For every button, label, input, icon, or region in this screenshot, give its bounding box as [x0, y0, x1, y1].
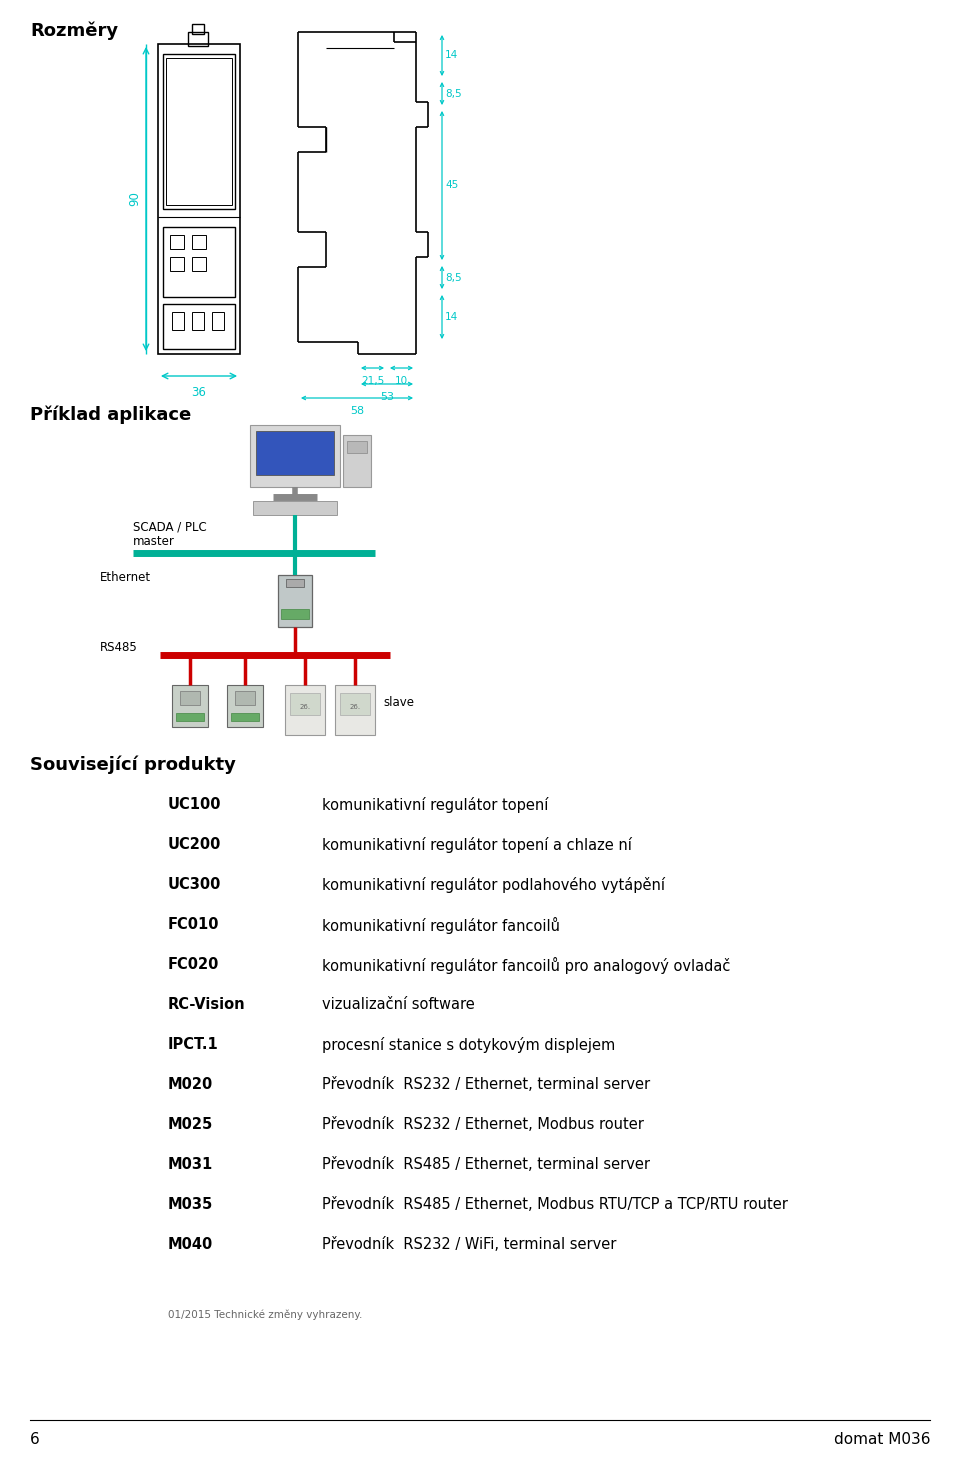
Text: 58: 58 — [350, 407, 364, 415]
Bar — [347, 440, 367, 454]
Text: 90: 90 — [128, 191, 141, 207]
Bar — [227, 686, 263, 727]
Bar — [192, 235, 206, 250]
Text: 14: 14 — [445, 50, 458, 60]
Text: Převodník  RS485 / Ethernet, Modbus RTU/TCP a TCP/RTU router: Převodník RS485 / Ethernet, Modbus RTU/T… — [322, 1196, 788, 1213]
Bar — [170, 257, 184, 272]
Text: Převodník  RS232 / Ethernet, Modbus router: Převodník RS232 / Ethernet, Modbus route… — [322, 1117, 644, 1132]
Text: vizualizační software: vizualizační software — [322, 997, 475, 1011]
Bar — [278, 575, 312, 627]
Text: Související produkty: Související produkty — [30, 755, 236, 774]
Text: 53: 53 — [380, 392, 394, 402]
Bar — [158, 44, 240, 354]
Bar — [163, 228, 235, 297]
Bar — [335, 686, 375, 735]
Text: 8,5: 8,5 — [445, 88, 462, 98]
Text: procesní stanice s dotykovým displejem: procesní stanice s dotykovým displejem — [322, 1036, 615, 1053]
Bar — [340, 693, 370, 715]
Text: master: master — [133, 534, 175, 548]
Bar — [253, 501, 337, 515]
Text: 36: 36 — [192, 386, 206, 399]
Text: 14: 14 — [445, 313, 458, 321]
Text: 45: 45 — [445, 181, 458, 191]
Text: Rozměry: Rozměry — [30, 22, 118, 41]
Text: M025: M025 — [168, 1117, 213, 1132]
Text: M035: M035 — [168, 1196, 213, 1213]
Text: Ethernet: Ethernet — [100, 571, 151, 584]
Bar — [172, 686, 208, 727]
Text: komunikativní regulátor podlahového vytápění: komunikativní regulátor podlahového vytá… — [322, 876, 665, 893]
Text: RS485: RS485 — [100, 642, 137, 655]
Bar — [285, 686, 325, 735]
Text: 26.: 26. — [349, 705, 361, 711]
Text: UC200: UC200 — [168, 837, 222, 851]
Bar — [235, 691, 255, 705]
Bar — [172, 313, 184, 330]
Text: Příklad aplikace: Příklad aplikace — [30, 405, 191, 423]
Text: IPCT.1: IPCT.1 — [168, 1036, 219, 1053]
Text: domat M036: domat M036 — [833, 1431, 930, 1447]
Bar — [192, 257, 206, 272]
Text: UC100: UC100 — [168, 797, 222, 812]
Text: 01/2015 Technické změny vyhrazeny.: 01/2015 Technické změny vyhrazeny. — [168, 1309, 362, 1320]
Text: SCADA / PLC: SCADA / PLC — [133, 521, 206, 534]
Bar — [170, 235, 184, 250]
Bar — [188, 32, 208, 46]
Bar — [343, 435, 371, 487]
Bar — [290, 693, 320, 715]
Text: Převodník  RS232 / Ethernet, terminal server: Převodník RS232 / Ethernet, terminal ser… — [322, 1078, 650, 1092]
Bar — [212, 313, 224, 330]
Text: UC300: UC300 — [168, 876, 222, 893]
Text: M040: M040 — [168, 1238, 213, 1252]
Text: M020: M020 — [168, 1078, 213, 1092]
Text: Převodník  RS232 / WiFi, terminal server: Převodník RS232 / WiFi, terminal server — [322, 1238, 616, 1252]
Bar — [250, 426, 340, 487]
Text: komunikativní regulátor topení a chlaze ní: komunikativní regulátor topení a chlaze … — [322, 837, 632, 853]
Text: 8,5: 8,5 — [445, 273, 462, 282]
Bar — [163, 304, 235, 349]
Text: Převodník  RS485 / Ethernet, terminal server: Převodník RS485 / Ethernet, terminal ser… — [322, 1157, 650, 1171]
Text: RC-Vision: RC-Vision — [168, 997, 246, 1011]
Text: 26.: 26. — [300, 705, 311, 711]
Bar — [192, 313, 204, 330]
Text: 6: 6 — [30, 1431, 39, 1447]
Text: 21,5: 21,5 — [361, 376, 384, 386]
Text: M031: M031 — [168, 1157, 213, 1171]
Bar — [192, 23, 204, 34]
Bar — [163, 54, 235, 208]
Text: 10: 10 — [395, 376, 408, 386]
Text: FC010: FC010 — [168, 918, 220, 932]
Text: komunikativní regulátor fancoilů: komunikativní regulátor fancoilů — [322, 918, 560, 934]
Text: komunikativní regulátor fancoilů pro analogový ovladač: komunikativní regulátor fancoilů pro ana… — [322, 957, 731, 973]
Text: komunikativní regulátor topení: komunikativní regulátor topení — [322, 797, 548, 813]
Bar — [256, 432, 334, 476]
Text: slave: slave — [383, 696, 414, 709]
Bar — [231, 713, 259, 721]
Bar — [286, 578, 304, 587]
Bar — [176, 713, 204, 721]
Bar — [166, 59, 232, 206]
Bar — [281, 609, 309, 619]
Bar — [180, 691, 200, 705]
Text: FC020: FC020 — [168, 957, 220, 972]
